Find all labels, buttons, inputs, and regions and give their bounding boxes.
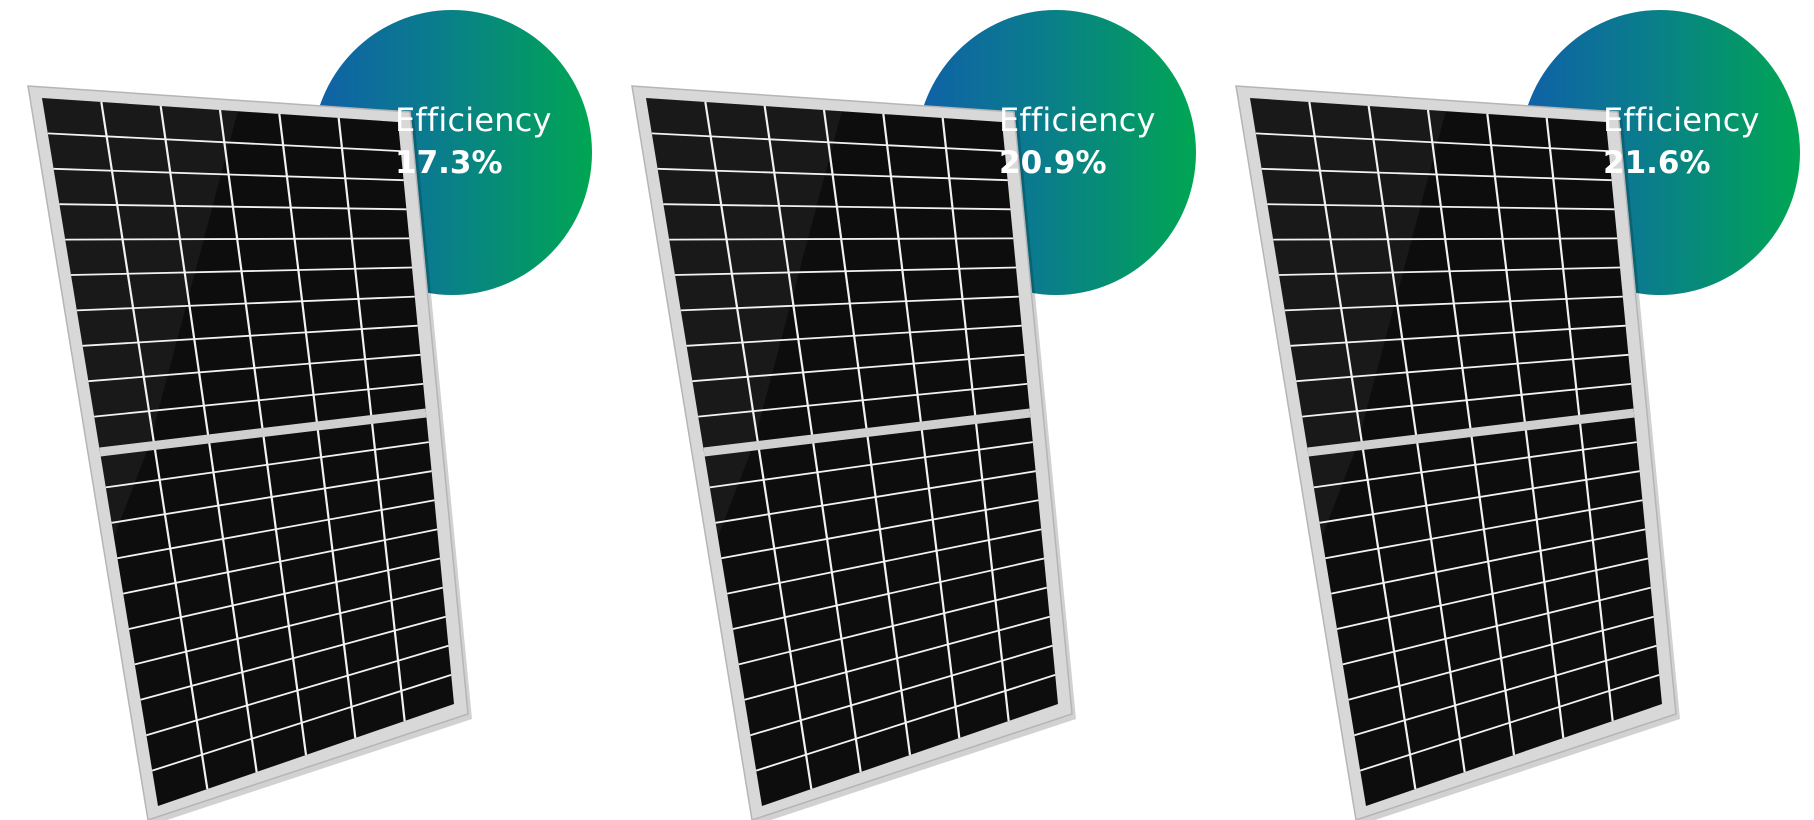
cell-row-divider — [651, 132, 1005, 152]
cell-row-divider — [1267, 203, 1615, 211]
cell-row-divider — [65, 237, 410, 241]
cell-row-divider — [727, 528, 1042, 595]
cell-row-divider — [732, 557, 1045, 630]
efficiency-value: 21.6% — [1603, 145, 1711, 181]
cell-row-divider — [140, 615, 446, 701]
cell-row-divider — [1325, 499, 1643, 560]
cell-row-divider — [59, 203, 407, 211]
panel-split-bar — [703, 408, 1031, 457]
cell-row-divider — [1354, 644, 1657, 737]
cell-row-divider — [663, 203, 1011, 211]
cell-row-divider — [134, 586, 444, 666]
cell-row-divider — [674, 266, 1017, 276]
cell-row-divider — [76, 295, 415, 312]
efficiency-label: Efficiency — [395, 101, 552, 139]
cell-row-divider — [1278, 266, 1621, 276]
solar-panel-image — [1235, 85, 1680, 820]
panel-glare — [646, 98, 842, 537]
cell-row-divider — [1261, 167, 1612, 182]
efficiency-value: 17.3% — [395, 145, 503, 181]
cell-row-divider — [738, 586, 1048, 666]
efficiency-value: 20.9% — [999, 145, 1107, 181]
cell-row-divider — [744, 615, 1050, 701]
solar-panel-product-1: Efficiency 17.3% — [0, 0, 604, 820]
cell-row-divider — [1313, 441, 1637, 489]
cell-row-divider — [1284, 295, 1623, 312]
efficiency-badge-text: Efficiency 20.9% — [999, 100, 1156, 183]
panel-split-bar — [99, 408, 427, 457]
efficiency-badge-text: Efficiency 21.6% — [1603, 100, 1760, 183]
cell-row-divider — [1359, 674, 1660, 772]
cell-row-divider — [1273, 237, 1618, 241]
panel-cell-area — [42, 98, 454, 806]
cell-row-divider — [750, 644, 1053, 737]
cell-row-divider — [669, 237, 1014, 241]
cell-row-divider — [128, 557, 441, 630]
panel-split-bar — [1307, 408, 1635, 457]
cell-row-divider — [698, 383, 1028, 418]
solar-panel-image — [27, 85, 472, 820]
cell-row-divider — [111, 470, 432, 524]
cell-row-divider — [721, 499, 1039, 560]
cell-row-divider — [1319, 470, 1640, 524]
efficiency-label: Efficiency — [999, 101, 1156, 139]
solar-panel-product-3: Efficiency 21.6% — [1208, 0, 1812, 820]
cell-row-divider — [82, 324, 418, 347]
efficiency-label: Efficiency — [1603, 101, 1760, 139]
panel-cell-area — [646, 98, 1058, 806]
cell-row-divider — [1331, 528, 1646, 595]
solar-panel-image — [631, 85, 1076, 820]
efficiency-badge-text: Efficiency 17.3% — [395, 100, 552, 183]
panel-cell-area — [1250, 98, 1662, 806]
cell-row-divider — [1342, 586, 1652, 666]
cell-row-divider — [151, 674, 452, 772]
cell-row-divider — [680, 295, 1019, 312]
cell-row-divider — [105, 441, 429, 489]
cell-row-divider — [715, 470, 1036, 524]
cell-row-divider — [1302, 383, 1632, 418]
cell-row-divider — [755, 674, 1056, 772]
panel-glare — [1250, 98, 1446, 537]
cell-row-divider — [70, 266, 413, 276]
cell-row-divider — [94, 383, 424, 418]
cell-row-divider — [1255, 132, 1609, 152]
panel-glare — [42, 98, 238, 537]
cell-row-divider — [1348, 615, 1654, 701]
solar-panel-product-2: Efficiency 20.9% — [604, 0, 1208, 820]
cell-row-divider — [47, 132, 401, 152]
cell-row-divider — [686, 324, 1022, 347]
cell-row-divider — [692, 353, 1025, 383]
cell-row-divider — [88, 353, 421, 383]
cell-row-divider — [657, 167, 1008, 182]
cell-row-divider — [1296, 353, 1629, 383]
cell-row-divider — [146, 644, 449, 737]
cell-row-divider — [1336, 557, 1649, 630]
cell-row-divider — [1290, 324, 1626, 347]
cell-row-divider — [709, 441, 1033, 489]
cell-row-divider — [53, 167, 404, 182]
cell-row-divider — [123, 528, 438, 595]
cell-row-divider — [117, 499, 435, 560]
